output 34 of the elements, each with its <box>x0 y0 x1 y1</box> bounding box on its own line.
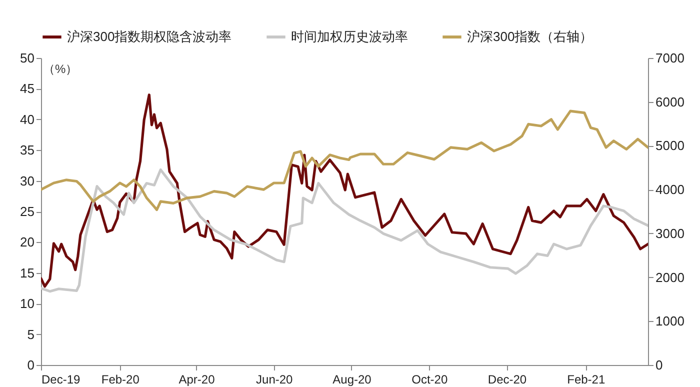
y2-tick-label: 4000 <box>656 182 684 198</box>
line-series <box>41 94 648 288</box>
y2-tick-label: 0 <box>656 358 663 372</box>
y-tick-label: 15 <box>20 265 34 280</box>
y2-tick-label: 2000 <box>656 270 684 285</box>
y-tick-label: 20 <box>20 234 34 250</box>
y-tick-label: 0 <box>27 358 34 372</box>
y2-tick-label: 7000 <box>656 50 684 66</box>
x-tick-label: Dec-19 <box>42 372 81 386</box>
legend-label: 时间加权历史波动率 <box>291 29 408 44</box>
x-tick-label: Oct-20 <box>412 372 448 386</box>
x-tick-label: Apr-20 <box>178 372 216 386</box>
x-tick-label: Aug-20 <box>332 372 372 386</box>
y2-tick-label: 6000 <box>656 94 684 110</box>
legend-label: 沪深300指数（右轴） <box>467 29 593 44</box>
y-tick-label: 35 <box>20 142 34 158</box>
y-tick-label: 50 <box>20 50 34 66</box>
line-series <box>41 110 648 212</box>
y-tick-label: 5 <box>27 326 34 342</box>
y2-tick-label: 1000 <box>656 314 684 329</box>
x-tick-label: Jun-20 <box>256 372 294 386</box>
y2-tick-label: 5000 <box>656 138 684 154</box>
y-tick-label: 30 <box>20 173 34 188</box>
y-tick-label: 10 <box>20 296 34 312</box>
legend-label: 沪深300指数期权隐含波动率 <box>67 29 232 44</box>
x-tick-label: Feb-20 <box>101 372 140 386</box>
y-tick-label: 40 <box>20 112 34 127</box>
x-tick-label: Feb-21 <box>567 372 606 386</box>
y2-tick-label: 3000 <box>656 226 684 241</box>
line-series <box>41 168 648 293</box>
y-axis-title: （%） <box>43 62 78 76</box>
y-tick-label: 45 <box>20 81 34 96</box>
y-tick-label: 25 <box>20 204 34 219</box>
x-tick-label: Dec-20 <box>488 372 527 386</box>
